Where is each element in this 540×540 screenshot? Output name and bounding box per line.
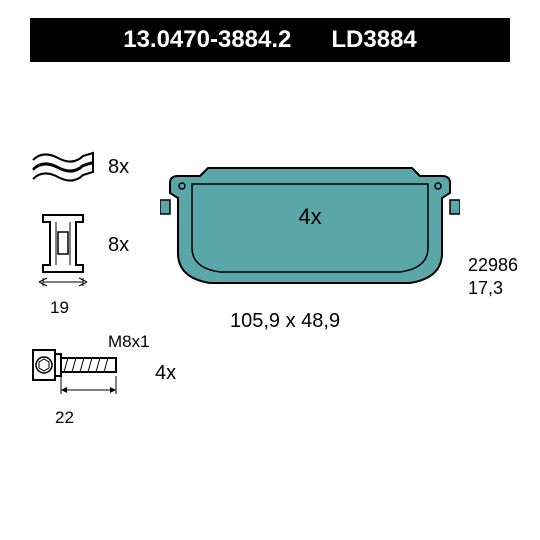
part-number: 13.0470-3884.2 bbox=[123, 26, 291, 54]
pad-catalog-code: 22986 bbox=[468, 255, 518, 276]
bracket-shim bbox=[28, 210, 98, 290]
pad-thickness: 17,3 bbox=[468, 278, 503, 299]
header-bar: 13.0470-3884.2 LD3884 bbox=[30, 18, 510, 62]
diagram-area: 4x 105,9 x 48,9 22986 17,3 8x 8x 19 bbox=[0, 80, 540, 540]
clip-quantity: 8x bbox=[108, 156, 129, 179]
bolt-quantity: 4x bbox=[155, 362, 176, 385]
bracket-svg bbox=[28, 210, 98, 300]
bolt-length: 22 bbox=[55, 408, 74, 428]
clip-svg bbox=[28, 148, 98, 188]
bracket-quantity: 8x bbox=[108, 234, 129, 257]
brake-pad: 4x bbox=[160, 158, 460, 298]
bracket-width: 19 bbox=[50, 298, 69, 318]
part-code: LD3884 bbox=[331, 26, 416, 54]
bolt-thread-spec: M8x1 bbox=[108, 332, 150, 352]
pad-dimensions: 105,9 x 48,9 bbox=[230, 310, 340, 333]
spring-clip bbox=[28, 148, 98, 188]
pad-quantity: 4x bbox=[298, 204, 321, 230]
